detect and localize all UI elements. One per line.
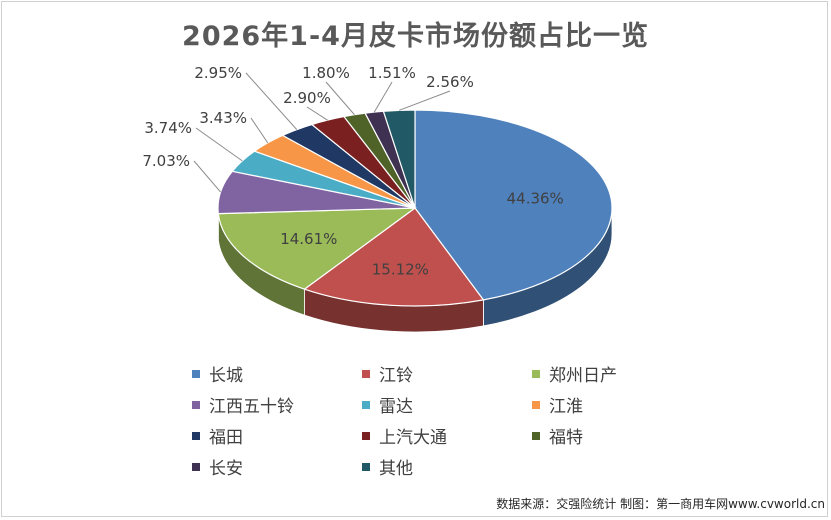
leader-line-e4b88ae6b1bde5a4a7e9809a [306,106,328,121]
legend-label: 长安 [209,459,243,479]
data-label-e98391e5b79ee697a5e4baa7: 14.61% [280,230,337,248]
leader-line-e6b19fe8a5bfe4ba94e58d81e99383 [193,160,221,193]
pie-slice-e585b6e4bb96 [382,109,416,209]
data-label-e99bb7e8bebe: 3.74% [144,119,192,137]
legend-item-e995bfe5ae89: 长安 [192,453,362,480]
legend-swatch [362,462,370,471]
leader-line-e585b6e4bb96 [398,90,451,111]
leader-line-e7a68fe794b0 [245,72,298,130]
leader-line-e7a68fe789b9 [325,81,355,116]
legend-label: 福特 [549,428,583,448]
legend-swatch [192,462,200,471]
legend-label: 郑州日产 [549,366,617,386]
legend-item-e585b6e4bb96: 其他 [362,453,532,480]
legend-item-e4b88ae6b1bde5a4a7e9809a: 上汽大通 [362,422,532,449]
legend-label: 其他 [379,459,413,479]
leader-line-e99bb7e8bebe [195,127,243,162]
pie-slice-e6b19fe99383 [303,207,485,307]
chart-legend: 长城 江铃 郑州日产江西五十铃 雷达 江淮福田 上汽大通 福特长安 其他 [192,360,712,480]
pie-slice-e98391e5b79ee697a5e4baa7 [217,207,417,290]
legend-item-e995bfe59f8e: 长城 [192,360,362,387]
data-label-e4b88ae6b1bde5a4a7e9809a: 2.90% [283,89,331,107]
leader-line-e995bfe5ae89 [373,81,393,113]
legend-label: 江淮 [549,397,583,417]
pie-slice-e995bfe59f8e [414,109,613,301]
data-label-e7a68fe794b0: 2.95% [194,64,242,82]
legend-swatch [362,431,370,440]
legend-item-e99bb7e8bebe: 雷达 [362,391,532,418]
data-label-e6b19fe6b7ae: 3.43% [199,109,247,127]
data-label-e995bfe59f8e: 44.36% [507,189,564,207]
data-label-e995bfe5ae89: 1.51% [368,64,416,82]
legend-swatch [532,369,540,378]
chart-title: 2026年1-4月皮卡市场份额占比一览 [182,21,649,52]
data-label-e6b19fe8a5bfe4ba94e58d81e99383: 7.03% [142,152,190,170]
legend-label: 江铃 [379,366,413,386]
legend-item-e98391e5b79ee697a5e4baa7: 郑州日产 [532,360,702,387]
legend-label: 江西五十铃 [209,397,294,417]
legend-label: 福田 [209,428,243,448]
legend-label: 长城 [209,366,243,386]
leader-line-e6b19fe6b7ae [250,117,269,144]
data-source-note: 数据来源：交强险统计 制图：第一商用车网www.cvworld.cn [496,497,825,511]
data-label-e7a68fe789b9: 1.80% [302,64,350,82]
pie-chart: 44.36% 15.12% 14.61% 7.03% 3.74% 3.43% 2.95% 2.… [142,64,613,333]
legend-swatch [362,400,370,409]
legend-swatch [362,369,370,378]
legend-swatch [192,431,200,440]
legend-item-e6b19fe99383: 江铃 [362,360,532,387]
legend-item-e7a68fe794b0: 福田 [192,422,362,449]
legend-swatch [532,431,540,440]
legend-item-e6b19fe6b7ae: 江淮 [532,391,702,418]
legend-label: 上汽大通 [379,428,447,448]
data-label-e6b19fe99383: 15.12% [372,260,429,278]
legend-item-e7a68fe789b9: 福特 [532,422,702,449]
legend-swatch [192,400,200,409]
legend-item-e6b19fe8a5bfe4ba94e58d81e99383: 江西五十铃 [192,391,362,418]
legend-label: 雷达 [379,397,413,417]
data-label-e585b6e4bb96: 2.56% [426,73,474,91]
legend-swatch [532,400,540,409]
legend-swatch [192,369,200,378]
